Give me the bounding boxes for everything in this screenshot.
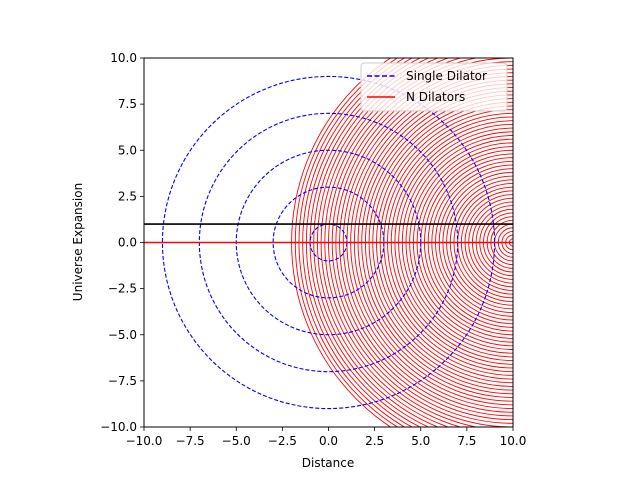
y-tick-label: 2.5 [118, 189, 137, 203]
y-axis-ticks: −10.0 −7.5 −5.0 −2.5 0.0 2.5 5.0 7.5 10.0 [100, 51, 144, 434]
y-tick-label: −7.5 [108, 374, 137, 388]
x-tick-label: −5.0 [222, 434, 251, 448]
y-tick-label: 7.5 [118, 97, 137, 111]
y-tick-label: 10.0 [110, 51, 137, 65]
x-tick-label: −7.5 [176, 434, 205, 448]
y-tick-label: 5.0 [118, 143, 137, 157]
x-tick-label: −10.0 [126, 434, 163, 448]
x-tick-label: 2.5 [365, 434, 384, 448]
x-tick-label: 5.0 [411, 434, 430, 448]
reference-lines [144, 223, 513, 244]
y-tick-label: −2.5 [108, 282, 137, 296]
x-tick-label: 0.0 [319, 434, 338, 448]
y-axis-label: Universe Expansion [71, 183, 85, 301]
legend-label-single-dilator: Single Dilator [406, 69, 487, 83]
y-tick-label: −5.0 [108, 328, 137, 342]
x-tick-label: 7.5 [457, 434, 476, 448]
x-axis-label: Distance [302, 456, 354, 470]
y-tick-label: −10.0 [100, 420, 137, 434]
legend-box [360, 62, 508, 112]
x-tick-label: −2.5 [268, 434, 297, 448]
x-tick-label: 10.0 [500, 434, 527, 448]
y-tick-label: 0.0 [118, 236, 137, 250]
x-axis-ticks: −10.0 −7.5 −5.0 −2.5 0.0 2.5 5.0 7.5 10.0 [126, 427, 527, 448]
legend: Single Dilator N Dilators [360, 62, 508, 112]
legend-label-n-dilators: N Dilators [406, 90, 465, 104]
